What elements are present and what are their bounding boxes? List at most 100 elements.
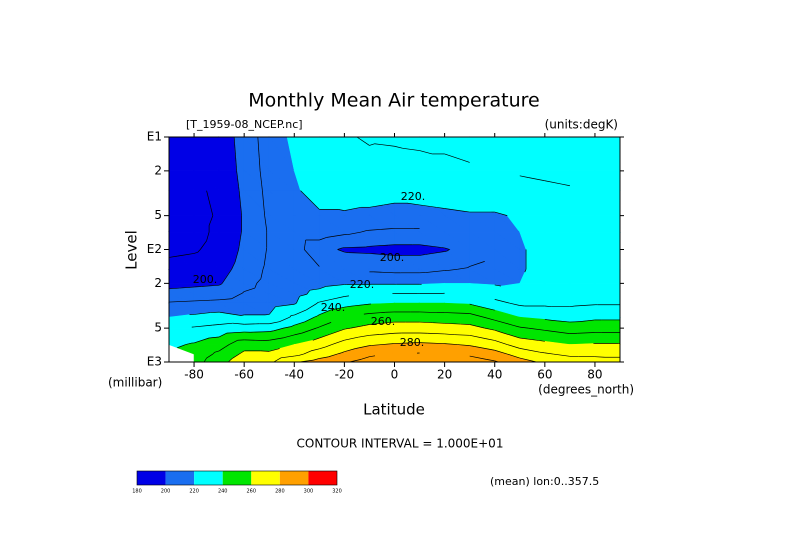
contour-line bbox=[206, 353, 214, 359]
contour-line bbox=[310, 348, 320, 352]
contour-line bbox=[356, 136, 370, 146]
contour-line bbox=[507, 344, 520, 349]
contour-line bbox=[469, 261, 485, 267]
contour-line bbox=[238, 245, 240, 250]
contour-line bbox=[347, 231, 362, 235]
contour-line bbox=[338, 209, 345, 211]
contour-line bbox=[235, 159, 237, 171]
contour-line bbox=[337, 352, 342, 355]
contour-line bbox=[425, 270, 445, 273]
contour-line bbox=[394, 145, 403, 149]
contour-line bbox=[317, 326, 320, 328]
contour-line bbox=[432, 322, 445, 324]
y-tick-label: 2 bbox=[154, 276, 162, 290]
contour-line bbox=[273, 327, 284, 332]
x-tick-label: -60 bbox=[234, 368, 254, 382]
contour-line bbox=[369, 204, 384, 208]
contour-line bbox=[494, 329, 502, 333]
contour-line bbox=[425, 251, 445, 255]
y-tick-label: 5 bbox=[154, 208, 162, 222]
contour-line bbox=[256, 278, 262, 284]
contour-line bbox=[319, 237, 328, 241]
chart-title: Monthly Mean Air temperature bbox=[248, 90, 539, 112]
contour-line bbox=[238, 232, 242, 247]
contour-label: 200. bbox=[193, 273, 218, 286]
contour-line bbox=[319, 322, 332, 328]
contour-line bbox=[594, 356, 605, 358]
contour-line bbox=[304, 316, 315, 323]
contour-line bbox=[260, 269, 264, 279]
contour-line bbox=[304, 249, 320, 267]
contour-line bbox=[275, 303, 295, 308]
colorbar-box bbox=[251, 471, 280, 485]
contour-line bbox=[294, 332, 302, 336]
contour-line bbox=[218, 283, 222, 286]
contour-line bbox=[519, 175, 529, 178]
contour-line bbox=[373, 271, 395, 274]
contour-line bbox=[193, 251, 198, 254]
contour-line bbox=[250, 331, 270, 333]
contour-line bbox=[528, 177, 545, 182]
contour-line bbox=[225, 344, 230, 348]
contour-line bbox=[337, 249, 345, 253]
x-tick-label: 80 bbox=[587, 368, 602, 382]
contour-line bbox=[469, 345, 475, 347]
contour-line bbox=[519, 337, 539, 341]
contour-line bbox=[519, 357, 537, 363]
contour-line bbox=[227, 358, 233, 363]
contour-line bbox=[185, 342, 192, 345]
y-tick-label: 5 bbox=[154, 321, 162, 335]
contour-line bbox=[494, 299, 510, 304]
contour-line bbox=[369, 322, 384, 325]
x-axis-label: Latitude bbox=[363, 401, 425, 419]
contour-line bbox=[419, 342, 444, 344]
contour-line bbox=[419, 244, 442, 248]
contour-line bbox=[269, 337, 284, 341]
contour-line bbox=[494, 349, 508, 355]
contour-line bbox=[262, 265, 265, 270]
colorbar-label: 300 bbox=[304, 489, 314, 495]
contour-line bbox=[369, 143, 375, 146]
contour-line bbox=[238, 186, 240, 191]
contour-line bbox=[381, 343, 394, 345]
contour-line bbox=[279, 316, 290, 323]
contour-line bbox=[328, 353, 338, 358]
contour-label: 240. bbox=[321, 301, 346, 314]
contour-line bbox=[444, 153, 462, 160]
contour-line bbox=[569, 305, 575, 308]
contour-line bbox=[257, 136, 260, 158]
y-axis-label: Level bbox=[123, 230, 141, 270]
colorbar-label: 320 bbox=[332, 489, 342, 495]
x-tick-label: 0 bbox=[391, 368, 399, 382]
colorbar-label: 220 bbox=[189, 489, 199, 495]
contour-line bbox=[524, 269, 527, 273]
contour-line bbox=[461, 159, 470, 163]
contour-line bbox=[244, 287, 256, 292]
contour-line bbox=[219, 298, 232, 301]
contour-line bbox=[283, 326, 291, 329]
contour-line bbox=[226, 331, 245, 334]
contour-line bbox=[363, 313, 370, 315]
contour-label: 260. bbox=[371, 315, 396, 328]
contour-line bbox=[394, 342, 417, 344]
colorbar-label: 280 bbox=[275, 489, 285, 495]
contour-line bbox=[419, 204, 437, 208]
contour-line bbox=[579, 319, 595, 322]
contour-line bbox=[329, 328, 345, 335]
contour-line bbox=[465, 211, 470, 213]
contour-line bbox=[303, 239, 307, 250]
contour-line bbox=[316, 327, 319, 329]
contour-line bbox=[231, 293, 241, 300]
contour-line bbox=[494, 340, 508, 345]
contour-line bbox=[484, 327, 495, 331]
contour-line bbox=[234, 249, 239, 263]
contour-line bbox=[300, 190, 320, 210]
colorbar-box bbox=[279, 471, 309, 485]
x-tick-label: -20 bbox=[335, 368, 355, 382]
plot-area bbox=[167, 136, 622, 363]
contour-line bbox=[446, 268, 458, 271]
contour-line bbox=[240, 350, 245, 354]
contour-line bbox=[444, 322, 461, 325]
contour-line bbox=[194, 299, 211, 302]
contour-lines bbox=[168, 136, 620, 363]
